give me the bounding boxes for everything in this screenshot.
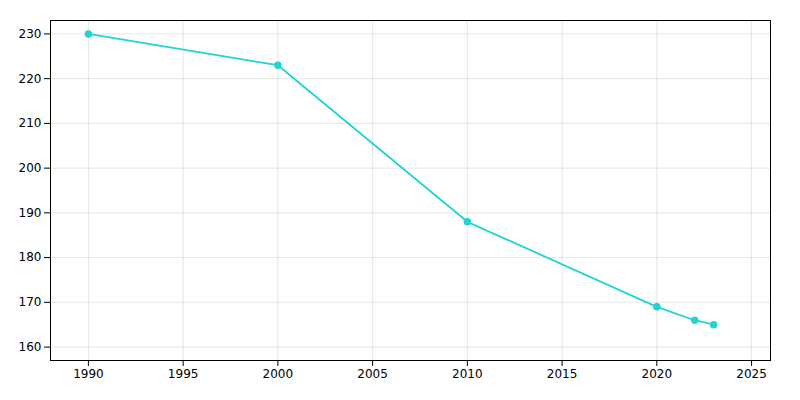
svg-text:230: 230 [19, 27, 42, 41]
svg-text:170: 170 [19, 295, 42, 309]
svg-text:2015: 2015 [547, 367, 578, 381]
svg-text:220: 220 [19, 71, 42, 85]
svg-text:1990: 1990 [73, 367, 104, 381]
svg-text:2025: 2025 [736, 367, 767, 381]
svg-text:2010: 2010 [452, 367, 483, 381]
svg-text:2005: 2005 [357, 367, 388, 381]
svg-text:210: 210 [19, 116, 42, 130]
svg-text:200: 200 [19, 161, 42, 175]
svg-text:180: 180 [19, 250, 42, 264]
svg-text:2000: 2000 [263, 367, 294, 381]
svg-text:2020: 2020 [642, 367, 673, 381]
svg-text:1995: 1995 [168, 367, 199, 381]
svg-text:190: 190 [19, 206, 42, 220]
svg-text:160: 160 [19, 340, 42, 354]
